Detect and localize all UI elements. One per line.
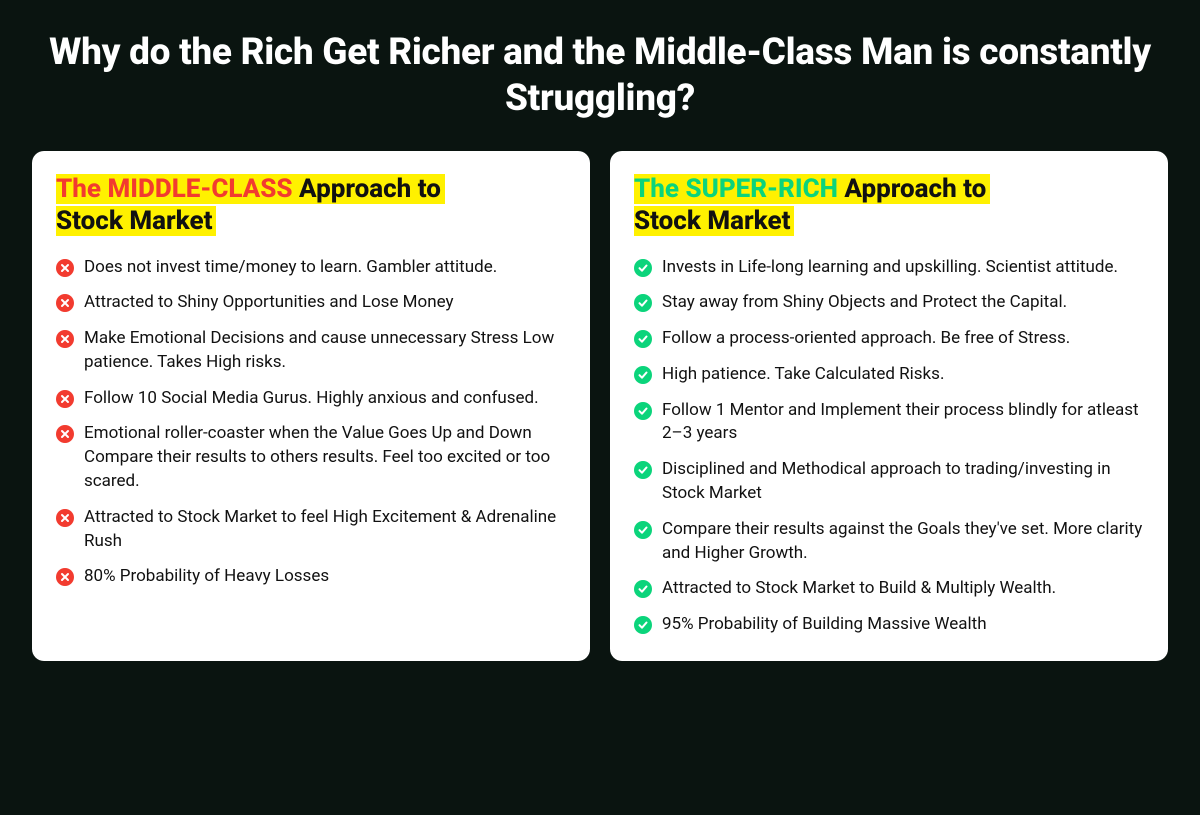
x-icon — [60, 263, 70, 273]
list-item: Invests in Life-long learning and upskil… — [634, 256, 1144, 280]
card-title-key: MIDDLE-CLASS — [107, 174, 292, 204]
card-title-tail1: Approach to — [293, 174, 441, 204]
check-badge-icon — [634, 521, 652, 539]
x-badge-icon — [56, 568, 74, 586]
list-item: Attracted to Stock Market to Build & Mul… — [634, 577, 1144, 601]
list-item: Stay away from Shiny Objects and Protect… — [634, 291, 1144, 315]
x-badge-icon — [56, 294, 74, 312]
check-icon — [638, 370, 648, 380]
check-badge-icon — [634, 580, 652, 598]
check-icon — [638, 620, 648, 630]
card-title-the: The — [634, 174, 685, 204]
check-icon — [638, 465, 648, 475]
check-badge-icon — [634, 461, 652, 479]
x-badge-icon — [56, 509, 74, 527]
list-item: Disciplined and Methodical approach to t… — [634, 458, 1144, 506]
list-item-text: 80% Probability of Heavy Losses — [84, 565, 329, 589]
check-badge-icon — [634, 616, 652, 634]
card-title-tail2: Stock Market — [634, 206, 790, 236]
x-icon — [60, 298, 70, 308]
list-item-text: Make Emotional Decisions and cause unnec… — [84, 327, 566, 375]
card-middle-class: The MIDDLE-CLASS Approach to Stock Marke… — [32, 151, 590, 662]
x-icon — [60, 394, 70, 404]
check-icon — [638, 406, 648, 416]
card-title-tail1: Approach to — [838, 174, 986, 204]
x-icon — [60, 334, 70, 344]
x-icon — [60, 429, 70, 439]
list-item: 80% Probability of Heavy Losses — [56, 565, 566, 589]
cards-row: The MIDDLE-CLASS Approach to Stock Marke… — [32, 151, 1168, 662]
list-left: Does not invest time/money to learn. Gam… — [56, 256, 566, 590]
card-title-tail2: Stock Market — [56, 206, 212, 236]
x-icon — [60, 572, 70, 582]
check-icon — [638, 263, 648, 273]
check-icon — [638, 298, 648, 308]
list-item: Compare their results against the Goals … — [634, 518, 1144, 566]
list-item: Follow 10 Social Media Gurus. Highly anx… — [56, 387, 566, 411]
card-title-key: SUPER-RICH — [685, 174, 837, 204]
list-item: High patience. Take Calculated Risks. — [634, 363, 1144, 387]
list-item-text: Attracted to Shiny Opportunities and Los… — [84, 291, 454, 315]
list-item: Follow a process-oriented approach. Be f… — [634, 327, 1144, 351]
list-item: 95% Probability of Building Massive Weal… — [634, 613, 1144, 637]
check-badge-icon — [634, 294, 652, 312]
list-item: Does not invest time/money to learn. Gam… — [56, 256, 566, 280]
check-badge-icon — [634, 402, 652, 420]
list-item-text: 95% Probability of Building Massive Weal… — [662, 613, 987, 637]
x-badge-icon — [56, 330, 74, 348]
list-item: Attracted to Stock Market to feel High E… — [56, 506, 566, 554]
list-item-text: Attracted to Stock Market to Build & Mul… — [662, 577, 1056, 601]
check-icon — [638, 525, 648, 535]
check-badge-icon — [634, 330, 652, 348]
x-icon — [60, 513, 70, 523]
list-item: Attracted to Shiny Opportunities and Los… — [56, 291, 566, 315]
check-icon — [638, 334, 648, 344]
card-super-rich: The SUPER-RICH Approach to Stock Market … — [610, 151, 1168, 662]
list-item-text: Disciplined and Methodical approach to t… — [662, 458, 1144, 506]
check-badge-icon — [634, 259, 652, 277]
list-item: Follow 1 Mentor and Implement their proc… — [634, 399, 1144, 447]
list-item-text: Follow a process-oriented approach. Be f… — [662, 327, 1070, 351]
x-badge-icon — [56, 259, 74, 277]
list-right: Invests in Life-long learning and upskil… — [634, 256, 1144, 638]
card-title-right: The SUPER-RICH Approach to Stock Market — [634, 173, 1144, 238]
page-title: Why do the Rich Get Richer and the Middl… — [32, 30, 1168, 123]
list-item-text: Compare their results against the Goals … — [662, 518, 1144, 566]
list-item-text: Does not invest time/money to learn. Gam… — [84, 256, 497, 280]
list-item: Make Emotional Decisions and cause unnec… — [56, 327, 566, 375]
list-item-text: Follow 10 Social Media Gurus. Highly anx… — [84, 387, 539, 411]
list-item-text: Follow 1 Mentor and Implement their proc… — [662, 399, 1144, 447]
x-badge-icon — [56, 425, 74, 443]
card-title-the: The — [56, 174, 107, 204]
list-item-text: Stay away from Shiny Objects and Protect… — [662, 291, 1067, 315]
list-item-text: Attracted to Stock Market to feel High E… — [84, 506, 566, 554]
x-badge-icon — [56, 390, 74, 408]
check-badge-icon — [634, 366, 652, 384]
card-title-left: The MIDDLE-CLASS Approach to Stock Marke… — [56, 173, 566, 238]
list-item: Emotional roller-coaster when the Value … — [56, 422, 566, 493]
list-item-text: Invests in Life-long learning and upskil… — [662, 256, 1118, 280]
check-icon — [638, 584, 648, 594]
list-item-text: High patience. Take Calculated Risks. — [662, 363, 944, 387]
list-item-text: Emotional roller-coaster when the Value … — [84, 422, 566, 493]
